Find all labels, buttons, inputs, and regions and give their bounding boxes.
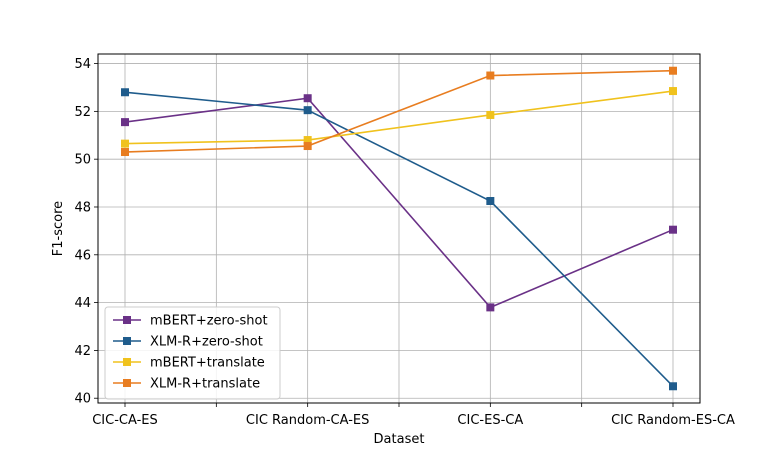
axis-ticks: CIC-CA-ES CIC Random-CA-ES CIC-ES-CA CIC Ra… [74,57,735,428]
y-tick-label: 44 [74,296,91,311]
y-tick-label: 40 [74,392,91,407]
data-point [303,94,312,103]
data-point [486,197,495,206]
legend-marker [123,337,131,345]
series-layer [121,66,677,391]
data-point [669,87,677,96]
y-tick-label: 46 [74,248,91,263]
y-axis-label: F1-score [51,201,66,256]
data-point [121,88,129,97]
data-point [121,139,129,148]
legend-label: mBERT+translate [150,356,265,371]
x-tick-label: CIC-CA-ES [92,413,158,428]
data-point [121,148,129,157]
data-point [303,106,312,115]
legend-item: XLM-R+zero-shot [113,335,263,350]
legend-label: XLM-R+translate [150,377,260,392]
legend-marker [123,379,131,387]
series-line [124,91,674,387]
series-xlm-r-translate [121,66,677,157]
legend-box [104,306,281,400]
series-line [124,69,674,153]
y-tick-label: 50 [74,153,91,168]
data-point [669,382,677,391]
legend-item: mBERT+zero-shot [113,314,268,329]
data-point [669,225,677,234]
x-tick-label: CIC Random-ES-CA [611,413,735,428]
legend-marker [123,316,131,324]
x-tick-label: CIC-ES-CA [457,413,523,428]
data-point [486,110,495,119]
legend-marker [123,358,131,366]
data-point [121,118,129,127]
legend-item: mBERT+translate [113,356,265,371]
data-point [486,71,495,80]
y-tick-label: 52 [74,105,91,120]
data-point [486,303,495,312]
data-point [303,142,312,151]
x-axis-label: Dataset [374,432,425,447]
legend: mBERT+zero-shot XLM-R+zero-shot mBERT+tran… [104,306,281,400]
y-tick-label: 48 [74,200,91,215]
series-line [124,90,674,145]
series-mbert-translate [121,87,677,148]
data-point [303,136,312,145]
legend-item: XLM-R+translate [113,377,260,392]
legend-label: XLM-R+zero-shot [150,335,263,350]
series-mbert-zero-shot [121,94,677,312]
data-point [669,66,677,75]
y-tick-label: 42 [74,344,91,359]
legend-label: mBERT+zero-shot [150,314,268,329]
y-tick-label: 54 [74,57,91,72]
x-tick-label: CIC Random-CA-ES [246,413,369,428]
series-line [124,97,674,309]
series-xlm-r-zero-shot [121,88,677,391]
